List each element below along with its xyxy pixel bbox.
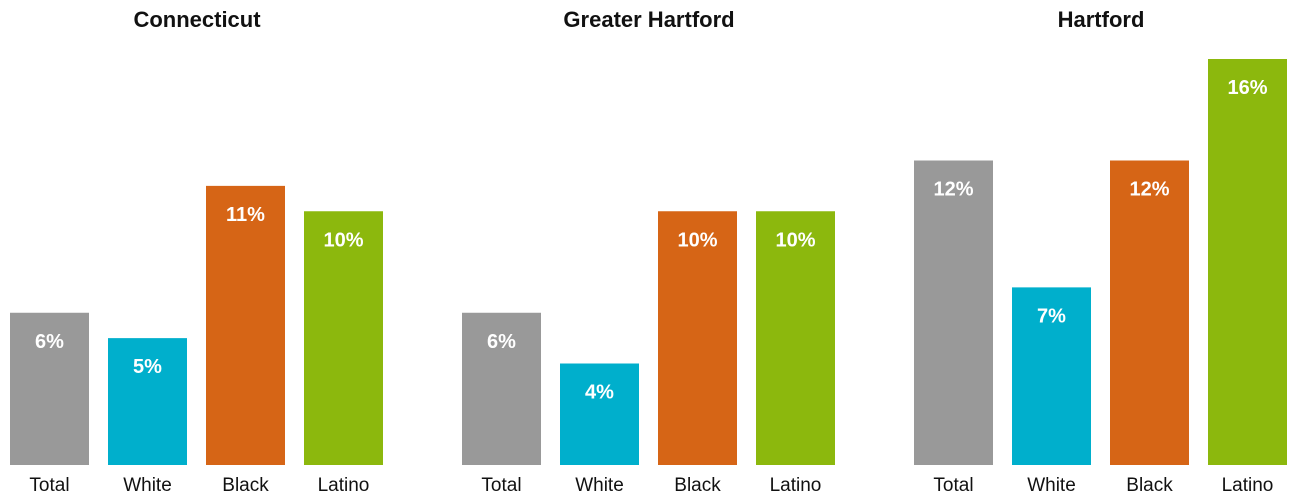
bar-total [462,312,541,465]
chart-title: Greater Hartford [563,7,734,32]
bar-value-label: 12% [933,179,973,201]
bar-value-label: 11% [226,204,265,226]
bar-black [206,185,285,465]
bar-white [108,338,187,465]
bar-total [10,312,89,465]
category-label: White [1027,475,1076,496]
category-label: Total [481,475,521,496]
category-label: White [575,475,624,496]
category-label: Latino [770,475,822,496]
category-label: Total [933,475,973,496]
category-label: Latino [318,475,370,496]
bar-value-label: 6% [35,331,64,353]
category-label: Black [1126,475,1173,496]
chart-panel-0: Connecticut 6% Total 5% White 11% Black 10% Lati… [10,7,383,496]
category-label: Total [29,475,69,496]
bar-value-label: 4% [585,382,614,404]
category-label: Latino [1222,475,1274,496]
bar-value-label: 10% [775,229,815,251]
bar-black [1110,160,1189,465]
category-label: Black [674,475,721,496]
bar-value-label: 10% [323,229,363,251]
chart-panel-1: Greater Hartford 6% Total 4% White 10% Black 10… [462,7,835,496]
chart-title: Connecticut [133,7,261,32]
bar-value-label: 10% [677,229,717,251]
chart-panel-2: Hartford 12% Total 7% White 12% Black 16% Latino [914,7,1287,496]
bar-latino [756,211,835,465]
bar-value-label: 12% [1129,179,1169,201]
category-label: Black [222,475,269,496]
bar-white [560,363,639,465]
bar-value-label: 5% [133,356,162,378]
chart-title: Hartford [1058,7,1145,32]
bar-white [1012,287,1091,465]
category-label: White [123,475,172,496]
bar-total [914,160,993,465]
bar-value-label: 16% [1227,77,1267,99]
bar-value-label: 6% [487,331,516,353]
bar-latino [1208,59,1287,465]
bar-black [658,211,737,465]
bar-value-label: 7% [1037,305,1066,327]
bar-latino [304,211,383,465]
